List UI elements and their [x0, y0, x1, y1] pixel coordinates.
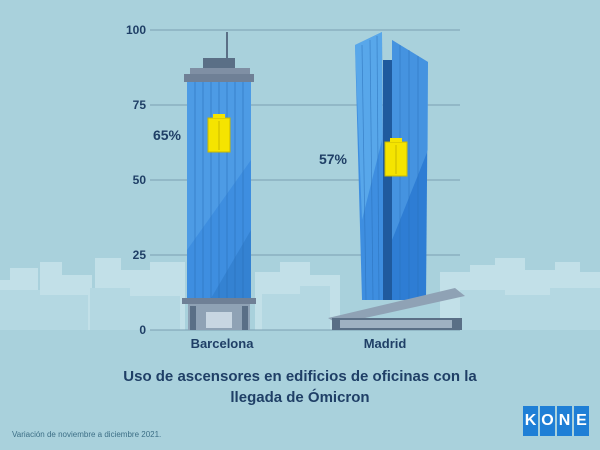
x-axis-categories: Barcelona Madrid [191, 336, 407, 351]
y-tick-label: 25 [133, 248, 147, 262]
footnote: Variación de noviembre a diciembre 2021. [12, 430, 162, 439]
logo-letter: N [557, 406, 572, 436]
value-label: 65% [153, 127, 182, 143]
y-tick-label: 75 [133, 98, 147, 112]
kone-logo: K O N E [523, 406, 589, 436]
chart-title-line-2: llegada de Ómicron [230, 389, 370, 406]
logo-letter: O [540, 406, 555, 436]
category-label: Barcelona [191, 336, 255, 351]
chart-title-line-1: Uso de ascensores en edificios de oficin… [123, 368, 477, 385]
city-skyline-front [0, 286, 600, 330]
logo-letter: E [574, 406, 589, 436]
barcelona-building [182, 32, 256, 330]
madrid-building [328, 32, 465, 330]
logo-letter: K [523, 406, 538, 436]
y-tick-label: 50 [133, 173, 147, 187]
value-label: 57% [319, 151, 348, 167]
bar-madrid [384, 138, 408, 177]
bars [207, 114, 408, 177]
bar-barcelona [207, 114, 231, 153]
y-tick-label: 100 [126, 23, 146, 37]
category-label: Madrid [364, 336, 407, 351]
value-labels: 65% 57% [153, 127, 348, 167]
chart-title: Uso de ascensores en edificios de oficin… [100, 366, 500, 408]
y-axis-ticks: 0 25 50 75 100 [126, 23, 146, 337]
y-tick-label: 0 [139, 323, 146, 337]
